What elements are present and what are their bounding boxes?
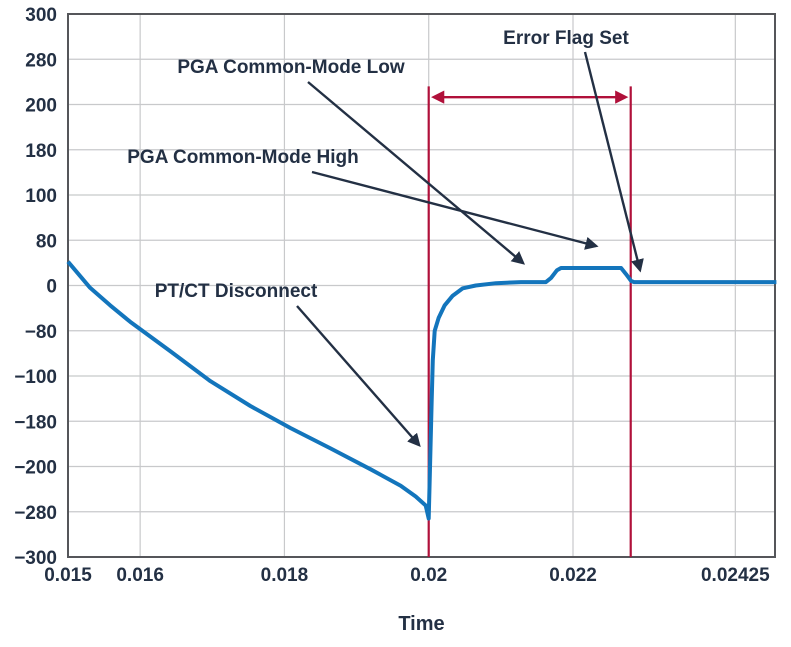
annotation-label: PT/CT Disconnect: [155, 281, 318, 302]
x-tick-label: 0.016: [116, 565, 164, 586]
x-tick-label: 0.02425: [701, 565, 770, 586]
annotation-arrow: [307, 81, 526, 265]
x-tick-label: 0.022: [549, 565, 597, 586]
y-tick-label: 80: [36, 231, 57, 252]
annotation-label: Error Flag Set: [503, 28, 629, 49]
y-tick-label: −80: [25, 322, 57, 343]
y-tick-label: 300: [25, 5, 57, 26]
y-tick-label: −280: [14, 503, 57, 524]
y-tick-label: 200: [25, 96, 57, 117]
y-tick-label: −200: [14, 458, 57, 479]
y-tick-label: 0: [46, 277, 57, 298]
y-tick-label: 280: [25, 50, 57, 71]
plot-border: [67, 13, 776, 558]
annotation-label: PGA Common-Mode Low: [177, 57, 404, 78]
y-tick-label: −180: [14, 412, 57, 433]
x-axis-title: Time: [398, 613, 444, 635]
annotation-arrow: [311, 170, 599, 250]
x-tick-label: 0.018: [261, 565, 309, 586]
y-tick-label: 100: [25, 186, 57, 207]
y-tick-label: −100: [14, 367, 57, 388]
annotation-label: PGA Common-Mode High: [127, 147, 359, 168]
signal-line: [66, 260, 777, 521]
annotation-arrow: [583, 51, 644, 273]
x-tick-label: 0.015: [44, 565, 92, 586]
y-tick-label: −300: [14, 548, 57, 569]
y-tick-label: 180: [25, 141, 57, 162]
x-tick-label: 0.02: [410, 565, 447, 586]
annotation-arrow: [296, 305, 421, 447]
